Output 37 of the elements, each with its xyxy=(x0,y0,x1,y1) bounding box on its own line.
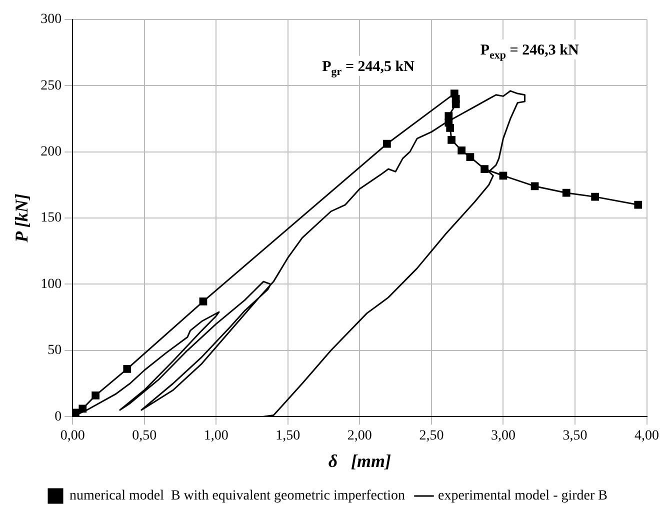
point xyxy=(72,408,80,417)
point xyxy=(92,391,100,400)
x-tick-label: 0,50 xyxy=(132,428,157,444)
point xyxy=(452,100,460,108)
y-tick-label: 100 xyxy=(40,276,62,292)
point xyxy=(458,146,466,154)
y-tick-label: 0 xyxy=(54,409,62,424)
point xyxy=(634,200,642,209)
y-axis-title: P [kN] xyxy=(11,194,32,244)
x-tick-label: 2,00 xyxy=(347,428,372,444)
x-tick-label: 0,00 xyxy=(60,428,85,444)
x-tick-label: 3,50 xyxy=(562,428,588,444)
y-tick-label: 150 xyxy=(40,210,62,226)
point xyxy=(78,404,87,413)
point xyxy=(383,140,391,148)
point xyxy=(530,182,539,190)
y-tick-label: 50 xyxy=(48,343,62,358)
point xyxy=(123,365,132,373)
legend-label: experimental model - girder B xyxy=(438,488,608,504)
point xyxy=(562,188,570,197)
x-tick-label: 3,00 xyxy=(490,428,516,444)
legend-label: numerical model B with equivalent geometric imperfection xyxy=(70,488,406,504)
x-axis-title: δ [mm] xyxy=(328,450,392,471)
point xyxy=(199,297,208,306)
y-tick-label: 300 xyxy=(40,12,62,28)
x-tick-label: 2,50 xyxy=(419,428,444,444)
point xyxy=(480,165,488,173)
point xyxy=(448,136,456,144)
x-tick-label: 1,00 xyxy=(204,428,228,444)
y-tick-label: 250 xyxy=(40,78,62,94)
point xyxy=(591,192,600,201)
point xyxy=(446,124,454,132)
point xyxy=(466,153,474,162)
x-tick-label: 1,50 xyxy=(276,428,300,444)
point xyxy=(499,172,508,180)
y-tick-label: 200 xyxy=(40,144,62,160)
x-tick-label: 4,00 xyxy=(634,428,659,444)
